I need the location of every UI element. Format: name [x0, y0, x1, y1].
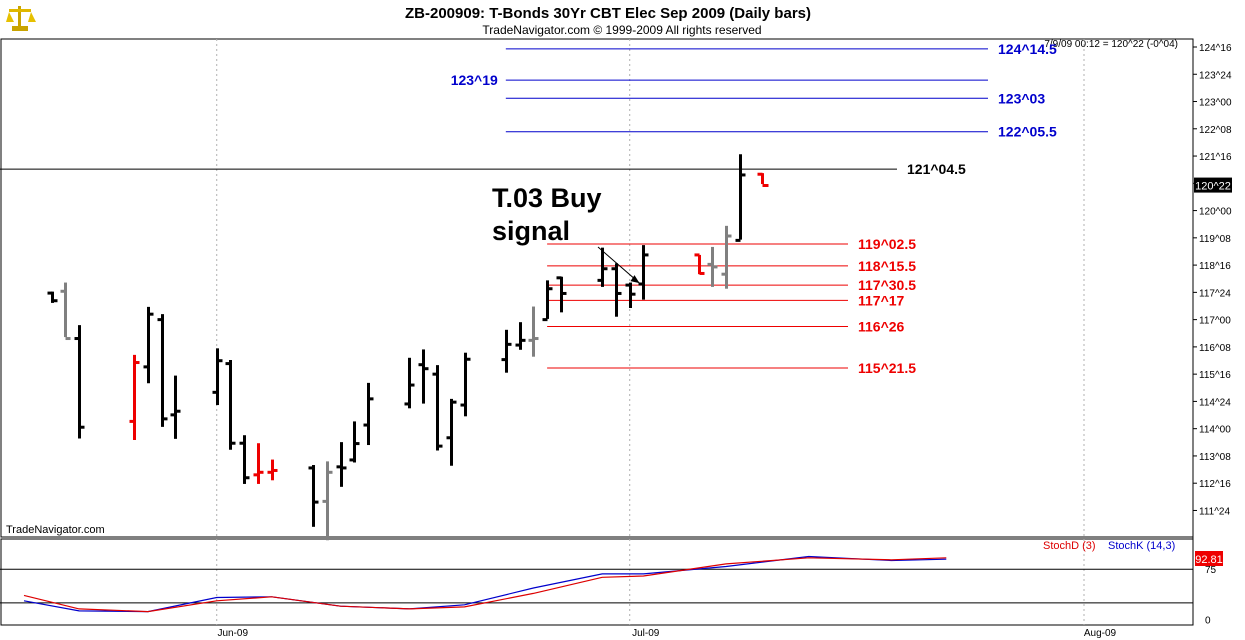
- ohlc-bars: [47, 154, 769, 541]
- level-label-4: 121^04.5: [907, 161, 966, 177]
- level-label-6: 118^15.5: [858, 258, 916, 274]
- y-tick-label: 117^24: [1199, 288, 1231, 299]
- stoch-series-1: [23, 557, 947, 613]
- y-tick-label: 118^16: [1199, 261, 1231, 272]
- legend-stochk: StochK (14,3): [1108, 540, 1175, 552]
- ohlc-bar-17: [404, 357, 415, 409]
- level-label-10: 115^21.5: [858, 360, 916, 376]
- ohlc-bar-18: [418, 349, 429, 404]
- ohlc-bar-2: [74, 325, 85, 439]
- level-label-8: 117^17: [858, 292, 905, 308]
- ohlc-bar-16: [363, 382, 374, 446]
- y-tick-label: 111^24: [1199, 506, 1230, 517]
- level-label-7: 117^30.5: [858, 277, 916, 293]
- ohlc-bar-0: [47, 291, 58, 303]
- level-label-0: 124^14.5: [998, 41, 1057, 57]
- ohlc-bar-14: [336, 442, 347, 487]
- legend-stochd: StochD (3): [1043, 540, 1096, 552]
- level-label-2: 123^03: [998, 90, 1045, 106]
- ohlc-bar-4: [143, 306, 154, 384]
- annotation-line-1: T.03 Buy: [492, 183, 602, 213]
- y-tick-label: 114^24: [1199, 397, 1231, 408]
- annotation-line-2: signal: [492, 216, 570, 246]
- annotation-arrow: [597, 246, 640, 284]
- ohlc-bar-3: [129, 354, 140, 440]
- y-tick-label: 123^00: [1199, 98, 1232, 109]
- watermark: TradeNavigator.com: [6, 524, 105, 536]
- ohlc-bar-22: [501, 329, 512, 373]
- ohlc-bar-9: [239, 435, 250, 484]
- price-axis: 111^24 112^16 113^08 114^00 114^24 115^16 116^…: [1193, 43, 1232, 517]
- level-label-9: 116^26: [858, 319, 905, 335]
- ohlc-bar-12: [308, 465, 319, 527]
- ohlc-bar-8: [225, 359, 236, 450]
- stoch-tick-label: 0: [1205, 616, 1211, 627]
- ohlc-bar-24: [528, 306, 539, 357]
- y-tick-label: 122^08: [1199, 125, 1232, 136]
- y-tick-label: 120^00: [1199, 207, 1232, 218]
- chart-subtitle: TradeNavigator.com © 1999-2009 All right…: [482, 23, 761, 37]
- ohlc-bar-19: [432, 365, 443, 451]
- annotation-arrowhead: [630, 275, 640, 284]
- stoch-last-value: 92.81: [1195, 554, 1223, 566]
- ohlc-bar-33: [721, 225, 732, 289]
- ohlc-bar-11: [267, 459, 278, 481]
- scales-icon[interactable]: [6, 6, 36, 31]
- ohlc-bar-34: [735, 154, 746, 242]
- level-label-5: 119^02.5: [858, 236, 916, 252]
- ohlc-bar-32: [707, 246, 718, 287]
- y-tick-label: 115^16: [1199, 370, 1231, 381]
- stoch-last-box: [1195, 551, 1223, 566]
- ohlc-bar-10: [253, 443, 264, 484]
- y-tick-label: 116^08: [1199, 343, 1231, 354]
- price-levels: 124^14.5 123^19 123^03 122^05.5 121^04.5 119^…: [0, 41, 1057, 376]
- y-tick-label: 124^16: [1199, 43, 1232, 54]
- ohlc-bar-29: [625, 282, 636, 308]
- chart-title: ZB-200909: T-Bonds 30Yr CBT Elec Sep 200…: [405, 5, 811, 22]
- ohlc-bar-28: [611, 263, 622, 317]
- ohlc-bar-27: [597, 247, 608, 287]
- ohlc-bar-30: [638, 245, 649, 300]
- ohlc-bar-1: [60, 282, 71, 341]
- level-label-3: 122^05.5: [998, 124, 1057, 140]
- y-tick-label: 112^16: [1199, 479, 1231, 490]
- ohlc-bar-15: [349, 421, 360, 463]
- ohlc-bar-25: [542, 280, 553, 322]
- ohlc-bar-23: [515, 322, 526, 350]
- x-tick-label: Jul-09: [632, 628, 660, 639]
- ohlc-bar-6: [170, 375, 181, 439]
- level-label-1: 123^19: [451, 72, 498, 88]
- ohlc-bar-20: [446, 398, 457, 466]
- x-tick-label: Aug-09: [1084, 628, 1117, 639]
- stoch-tick-label: 75: [1205, 565, 1217, 576]
- x-tick-label: Jun-09: [217, 628, 248, 639]
- y-tick-label: 119^08: [1199, 234, 1231, 245]
- ohlc-bar-21: [460, 352, 471, 417]
- ohlc-bar-26: [556, 276, 567, 313]
- y-tick-label: 121^16: [1199, 152, 1232, 163]
- y-tick-label: 114^00: [1199, 425, 1231, 436]
- ohlc-bar-5: [157, 314, 168, 427]
- stochastic-panel: 0 75: [0, 555, 1217, 627]
- ohlc-bar-13: [322, 461, 333, 541]
- ohlc-bar-current: [757, 172, 769, 187]
- y-tick-label: 117^00: [1199, 316, 1231, 327]
- buy-signal-annotation: T.03 Buy signal: [492, 183, 640, 284]
- y-tick-label: 113^08: [1199, 452, 1231, 463]
- last-price-marker: 120^22: [1194, 177, 1232, 193]
- status-readout: 7/9/09 00:12 = 120^22 (-0^04): [1044, 39, 1178, 50]
- ohlc-bar-7: [212, 348, 223, 406]
- date-axis: Jun-09 Jul-09 Aug-09: [217, 628, 1116, 639]
- y-tick-label: 123^24: [1199, 70, 1232, 81]
- last-price-label: 120^22: [1195, 181, 1231, 193]
- ohlc-bar-31: [694, 253, 705, 275]
